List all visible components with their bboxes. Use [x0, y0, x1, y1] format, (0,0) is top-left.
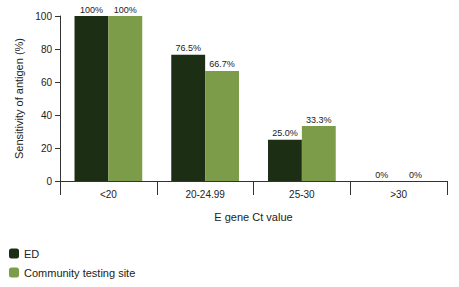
svg-text:40: 40: [41, 110, 53, 121]
svg-text:20: 20: [41, 143, 53, 154]
svg-text:100%: 100%: [80, 5, 103, 15]
svg-text:20-24.99: 20-24.99: [185, 189, 225, 200]
svg-text:100: 100: [35, 11, 52, 22]
svg-text:80: 80: [41, 44, 53, 55]
svg-text:25.0%: 25.0%: [272, 128, 298, 138]
svg-text:100%: 100%: [114, 5, 137, 15]
svg-text:60: 60: [41, 77, 53, 88]
svg-text:Community testing site: Community testing site: [24, 267, 135, 279]
svg-text:33.3%: 33.3%: [306, 115, 332, 125]
svg-text:0: 0: [46, 176, 52, 187]
svg-text:25-30: 25-30: [289, 189, 315, 200]
svg-text:E gene Ct value: E gene Ct value: [214, 211, 292, 223]
svg-text:66.7%: 66.7%: [209, 59, 235, 69]
svg-text:76.5%: 76.5%: [175, 43, 201, 53]
svg-text:Sensitivity of antigen (%): Sensitivity of antigen (%): [13, 38, 25, 159]
svg-text:<20: <20: [100, 189, 117, 200]
svg-text:0%: 0%: [409, 170, 422, 180]
svg-text:>30: >30: [390, 189, 407, 200]
svg-text:0%: 0%: [375, 170, 388, 180]
svg-text:ED: ED: [24, 248, 39, 260]
